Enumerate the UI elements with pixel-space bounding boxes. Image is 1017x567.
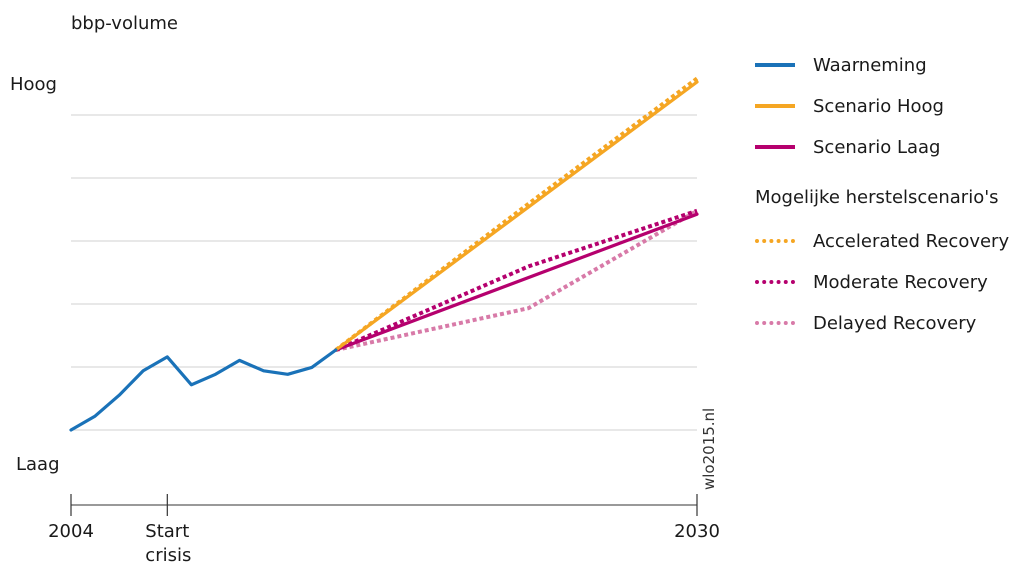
legend-subtitle: Mogelijke herstelscenario's <box>755 187 999 208</box>
legend-item-waarneming: Waarneming <box>755 50 927 80</box>
legend-label-scenario-hoog: Scenario Hoog <box>813 95 944 117</box>
watermark: wlo2015.nl <box>700 407 718 490</box>
x-tick-label: 2004 <box>48 521 94 542</box>
legend-item-scenario-hoog: Scenario Hoog <box>755 91 944 121</box>
legend-item-accelerated: Accelerated Recovery <box>755 226 1009 256</box>
y-label-high: Hoog <box>10 74 57 95</box>
legend-swatch-accelerated <box>755 239 795 243</box>
series-line-scenario_laag <box>334 212 699 352</box>
legend-swatch-scenario-hoog <box>755 104 795 108</box>
legend-label-waarneming: Waarneming <box>813 54 927 76</box>
series-line-moderate <box>335 208 698 352</box>
legend-label-moderate: Moderate Recovery <box>813 271 988 293</box>
legend-item-delayed: Delayed Recovery <box>755 308 976 338</box>
x-tick-label: 2030 <box>674 521 720 542</box>
series-line-delayed <box>335 209 699 352</box>
legend-label-accelerated: Accelerated Recovery <box>813 230 1010 252</box>
legend-label-scenario-laag: Scenario Laag <box>813 136 941 158</box>
x-tick-label: Start crisis <box>145 521 191 566</box>
chart-title: bbp-volume <box>71 13 178 34</box>
legend-item-scenario-laag: Scenario Laag <box>755 132 941 162</box>
series-line-scenario_hoog <box>334 80 699 352</box>
series-line-waarneming <box>69 348 338 432</box>
legend-swatch-waarneming <box>755 63 795 67</box>
legend-swatch-delayed <box>755 321 795 325</box>
legend-item-moderate: Moderate Recovery <box>755 267 988 297</box>
legend-label-delayed: Delayed Recovery <box>813 312 977 334</box>
legend-swatch-scenario-laag <box>755 145 795 149</box>
y-label-low: Laag <box>16 454 60 475</box>
legend-swatch-moderate <box>755 280 795 284</box>
